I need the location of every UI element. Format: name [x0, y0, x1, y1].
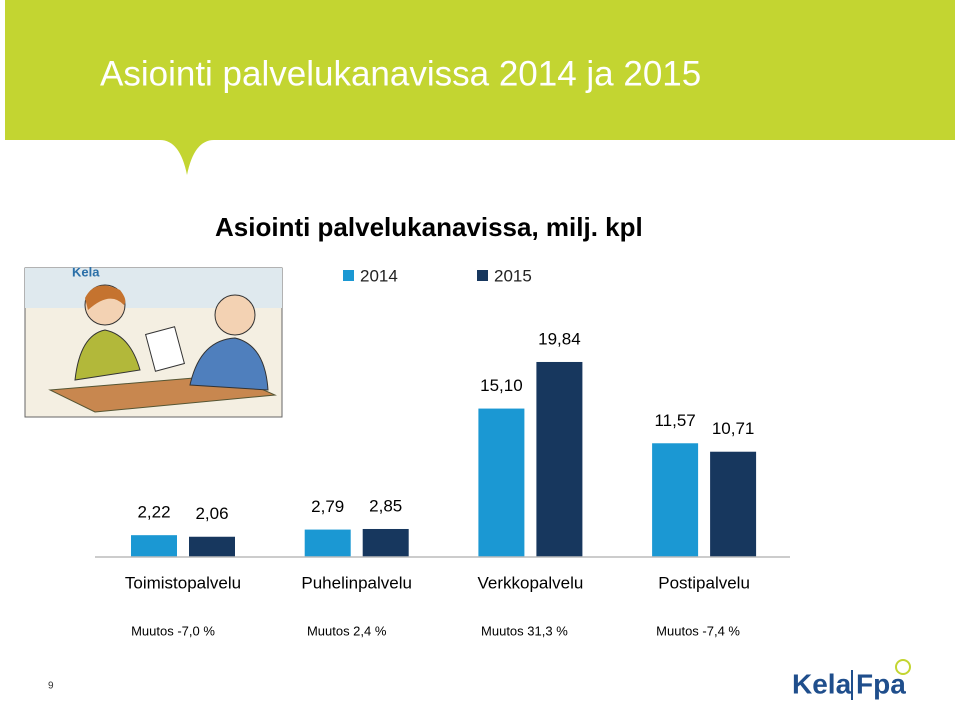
page-number: 9	[48, 681, 54, 692]
legend-label: 2015	[494, 266, 532, 285]
illustration: Kela	[24, 264, 283, 418]
annotation: Muutos 2,4 %	[307, 623, 387, 638]
bar	[478, 408, 525, 557]
chart: 2014 2,22 2,79 15,10 11,57 2015 2,06 2,85 19,84 1…	[95, 266, 790, 638]
bar	[189, 536, 235, 557]
annotation: Muutos -7,4 %	[656, 623, 740, 638]
legend-swatch	[343, 270, 354, 281]
person-left-hair	[85, 285, 126, 310]
x-tick-label: Puhelinpalvelu	[301, 573, 412, 592]
x-tick-label: Verkkopalvelu	[477, 573, 583, 592]
legend-swatch	[477, 270, 488, 281]
legend-label: 2014	[360, 266, 398, 285]
bar	[304, 529, 351, 557]
bar	[131, 535, 177, 557]
value-label: 2,22	[137, 503, 170, 522]
paper	[144, 326, 186, 372]
logo-divider	[851, 670, 853, 700]
logo-right: Fpa	[856, 668, 906, 699]
value-label: 2,79	[311, 497, 344, 516]
chart-title: Asiointi palvelukanavissa, milj. kpl	[215, 212, 643, 242]
value-label: 2,06	[195, 504, 228, 523]
bar	[710, 451, 757, 557]
logo: Kela Fpa	[792, 659, 911, 700]
bar	[362, 528, 409, 557]
value-label: 11,57	[654, 411, 695, 430]
x-tick-label: Postipalvelu	[658, 573, 750, 592]
header-pointer	[160, 140, 214, 175]
bar	[652, 443, 699, 557]
illustration-sign: Kela	[72, 264, 100, 279]
value-label: 15,10	[480, 376, 523, 395]
logo-mark	[895, 659, 911, 675]
annotation: Muutos 31,3 %	[481, 623, 568, 638]
header-band	[5, 0, 955, 140]
bar	[536, 361, 583, 557]
value-label: 19,84	[538, 329, 581, 348]
person-left-body	[74, 329, 141, 381]
person-right-head	[214, 294, 256, 336]
person-right-body	[189, 337, 269, 391]
annotation: Muutos -7,0 %	[131, 623, 215, 638]
slide-title: Asiointi palvelukanavissa 2014 ja 2015	[100, 54, 701, 93]
x-tick-label: Toimistopalvelu	[125, 573, 241, 592]
value-label: 10,71	[712, 419, 755, 438]
logo-left: Kela	[792, 668, 852, 699]
value-label: 2,85	[369, 496, 402, 515]
